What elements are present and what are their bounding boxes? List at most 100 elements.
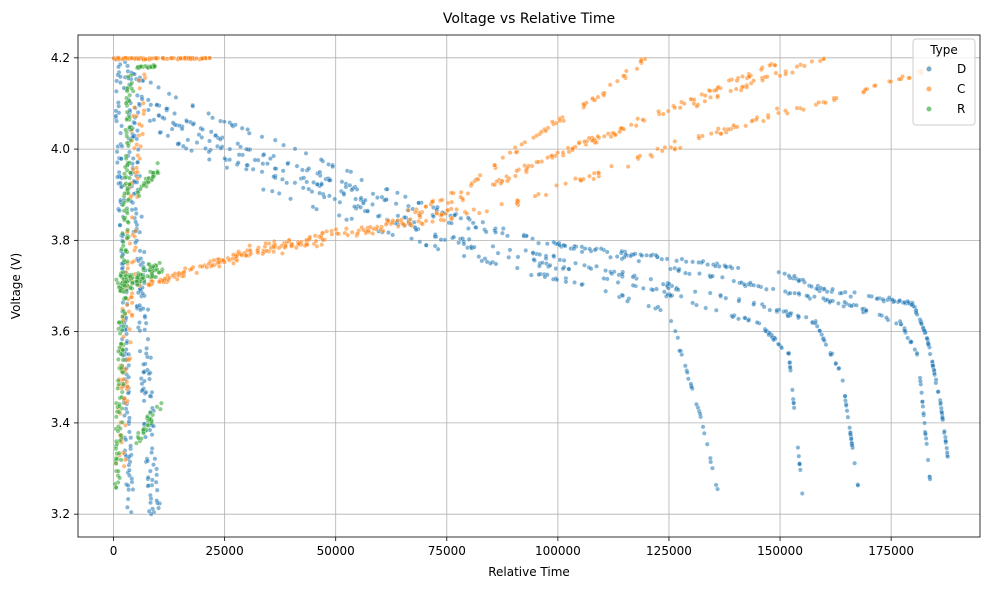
data-point-D	[451, 234, 457, 240]
data-point-C	[794, 105, 800, 111]
data-point-D	[311, 180, 316, 185]
data-point-D	[127, 467, 132, 473]
data-point-C	[820, 56, 826, 62]
data-point-D	[625, 298, 630, 304]
data-point-R	[156, 270, 162, 275]
data-point-D	[149, 477, 155, 483]
data-point-C	[696, 135, 702, 141]
data-point-C	[708, 131, 714, 136]
data-point-D	[579, 282, 585, 288]
data-point-C	[189, 266, 194, 272]
data-point-R	[120, 370, 126, 376]
data-point-D	[148, 80, 154, 85]
data-point-D	[505, 233, 510, 239]
data-point-R	[125, 190, 131, 196]
data-point-C	[125, 398, 130, 404]
data-point-C	[125, 265, 131, 271]
data-point-D	[417, 239, 423, 245]
data-point-D	[830, 286, 835, 292]
data-point-D	[272, 137, 278, 143]
data-point-R	[118, 341, 124, 347]
data-point-C	[888, 79, 894, 84]
data-point-D	[855, 482, 861, 488]
data-point-D	[776, 269, 782, 275]
data-point-D	[128, 443, 133, 449]
data-point-D	[218, 145, 224, 151]
data-point-D	[923, 431, 928, 437]
data-point-D	[828, 352, 834, 357]
data-point-D	[840, 378, 846, 383]
data-point-C	[708, 94, 713, 100]
data-point-D	[118, 130, 123, 136]
data-point-C	[615, 78, 620, 84]
data-point-C	[715, 93, 721, 99]
chart-title: Voltage vs Relative Time	[443, 11, 615, 27]
data-point-D	[133, 219, 139, 225]
data-point-C	[133, 228, 138, 234]
data-point-C	[728, 88, 734, 94]
data-point-D	[132, 120, 138, 126]
data-point-C	[124, 379, 130, 385]
data-point-D	[336, 213, 342, 218]
data-point-R	[124, 235, 130, 241]
data-point-C	[146, 282, 152, 287]
data-point-D	[143, 320, 149, 326]
data-point-D	[796, 290, 802, 296]
data-point-C	[313, 238, 319, 244]
data-point-D	[244, 162, 250, 168]
data-point-C	[760, 78, 765, 83]
data-point-C	[141, 72, 147, 77]
data-point-C	[747, 74, 752, 79]
data-point-C	[767, 63, 773, 68]
data-point-R	[119, 394, 125, 400]
data-point-D	[646, 303, 652, 309]
data-point-D	[271, 174, 277, 179]
data-point-D	[536, 272, 542, 277]
data-point-D	[774, 307, 780, 313]
data-point-R	[123, 295, 129, 301]
data-point-R	[113, 414, 119, 420]
data-point-R	[121, 258, 127, 263]
data-point-D	[276, 191, 282, 196]
data-point-D	[905, 335, 911, 341]
data-point-R	[149, 271, 155, 277]
data-point-D	[849, 443, 855, 448]
data-point-D	[154, 466, 159, 472]
data-point-D	[151, 117, 157, 123]
data-point-D	[848, 436, 854, 442]
data-point-R	[124, 109, 130, 115]
data-point-D	[674, 258, 679, 264]
data-point-C	[306, 237, 312, 242]
data-point-C	[260, 251, 266, 257]
data-point-R	[125, 143, 131, 149]
y-tick-label: 3.4	[51, 416, 70, 430]
data-point-D	[208, 129, 214, 135]
data-point-D	[684, 370, 690, 375]
data-point-D	[730, 314, 736, 320]
data-point-D	[265, 161, 270, 167]
data-point-R	[118, 432, 124, 438]
data-point-C	[707, 88, 713, 94]
data-point-C	[570, 146, 575, 152]
data-point-D	[877, 312, 883, 318]
data-point-D	[135, 128, 140, 133]
data-point-C	[633, 123, 639, 128]
data-point-D	[523, 248, 529, 253]
data-point-D	[824, 289, 830, 295]
data-point-R	[113, 456, 119, 461]
data-point-D	[557, 257, 563, 263]
data-point-R	[127, 92, 133, 98]
data-point-C	[873, 83, 878, 88]
data-point-C	[264, 248, 270, 254]
data-point-C	[132, 145, 137, 151]
y-tick-label: 3.6	[51, 325, 70, 339]
data-point-D	[271, 153, 277, 159]
data-point-R	[123, 247, 129, 253]
data-point-D	[708, 459, 714, 465]
data-point-R	[134, 440, 139, 446]
data-point-D	[791, 405, 797, 411]
data-point-D	[506, 255, 512, 260]
data-point-D	[843, 398, 848, 403]
data-point-D	[194, 140, 200, 145]
data-point-D	[128, 435, 134, 441]
